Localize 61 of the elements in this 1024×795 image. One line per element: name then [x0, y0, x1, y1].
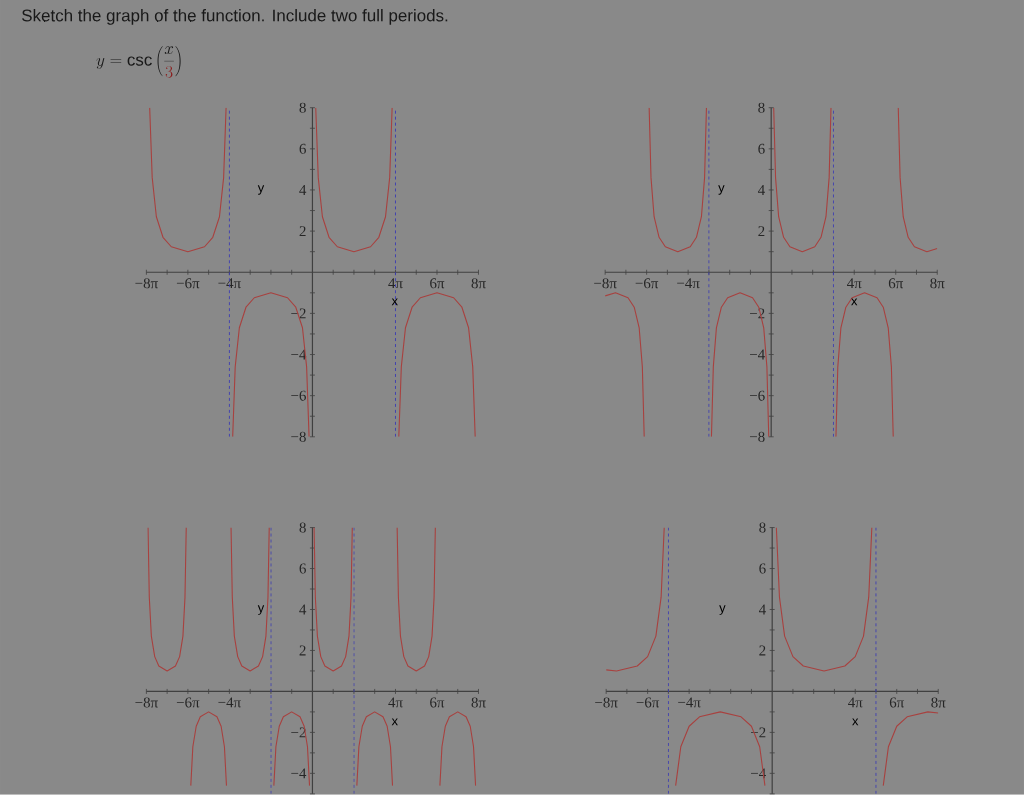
- x-tick-label: 4π: [848, 697, 863, 708]
- x-tick-label: −8π: [595, 697, 618, 708]
- y-tick-label: 6: [299, 563, 306, 574]
- x-tick-label: 8π: [931, 697, 946, 708]
- y-tick-label: −2: [291, 727, 306, 738]
- x-tick-label: −4π: [218, 278, 241, 289]
- x-tick-label: −8π: [594, 278, 617, 289]
- x-tick-label: 6π: [889, 697, 905, 708]
- y-tick-label: −2: [750, 308, 765, 319]
- x-tick-label: −4π: [218, 697, 241, 708]
- x-tick-label: −6π: [635, 278, 659, 289]
- x-tick-label: −6π: [176, 697, 200, 708]
- x-tick-label: −8π: [135, 697, 158, 708]
- y-tick-label: 8: [758, 102, 765, 113]
- y-tick-label: 8: [299, 102, 306, 113]
- x-tick-label: 8π: [471, 697, 486, 708]
- chart-title: Sketch the graph of the function. Include two full periods.: [22, 9, 448, 25]
- x-axis-title: x: [391, 298, 398, 306]
- y-axis-title: y: [719, 605, 726, 615]
- x-tick-label: −6π: [636, 697, 660, 708]
- chart-subtitle: $y = \csc\left(\frac{x}{{\color[HTML]{8B1A1A}3}}\right)$: [96, 46, 181, 78]
- y-tick-label: −8: [291, 431, 306, 442]
- y-tick-label: −4: [291, 768, 307, 779]
- y-tick-label: 6: [758, 143, 765, 154]
- y-tick-label: 4: [299, 604, 307, 615]
- x-tick-label: −4π: [678, 697, 701, 708]
- y-tick-label: 6: [759, 563, 766, 574]
- y-tick-label: 2: [299, 645, 306, 656]
- y-tick-label: 2: [759, 645, 766, 656]
- y-tick-label: 4: [758, 604, 766, 615]
- y-tick-label: −4: [291, 349, 307, 360]
- x-tick-label: 6π: [430, 278, 445, 289]
- x-axis-title: x: [391, 718, 398, 726]
- y-tick-label: −6: [750, 390, 765, 401]
- y-tick-label: 2: [758, 226, 765, 237]
- y-tick-label: −8: [750, 431, 765, 442]
- y-tick-label: −6: [291, 390, 306, 401]
- x-tick-label: −8π: [135, 278, 158, 289]
- x-tick-label: −4π: [677, 278, 700, 289]
- y-tick-label: 8: [759, 522, 766, 533]
- y-tick-label: 4: [757, 185, 765, 195]
- x-axis-title: x: [852, 718, 859, 726]
- x-tick-label: 8π: [930, 278, 945, 289]
- y-axis-title: y: [257, 185, 265, 195]
- x-tick-label: 4π: [388, 278, 403, 289]
- x-axis-title: x: [851, 298, 858, 306]
- x-tick-label: 8π: [471, 278, 486, 289]
- y-tick-label: −2: [291, 308, 306, 319]
- y-axis-title: y: [257, 605, 265, 615]
- y-tick-label: 2: [299, 226, 306, 237]
- y-tick-label: 8: [299, 522, 306, 533]
- y-tick-label: 4: [299, 185, 307, 195]
- x-tick-label: 6π: [430, 697, 445, 708]
- x-tick-label: 4π: [388, 697, 403, 708]
- y-tick-label: 6: [299, 143, 306, 154]
- x-tick-label: 4π: [847, 278, 862, 289]
- y-tick-label: −2: [751, 727, 766, 738]
- y-axis-title: y: [718, 185, 725, 195]
- x-tick-label: 6π: [888, 278, 904, 289]
- y-tick-label: −4: [750, 349, 765, 360]
- x-tick-label: −6π: [176, 278, 200, 289]
